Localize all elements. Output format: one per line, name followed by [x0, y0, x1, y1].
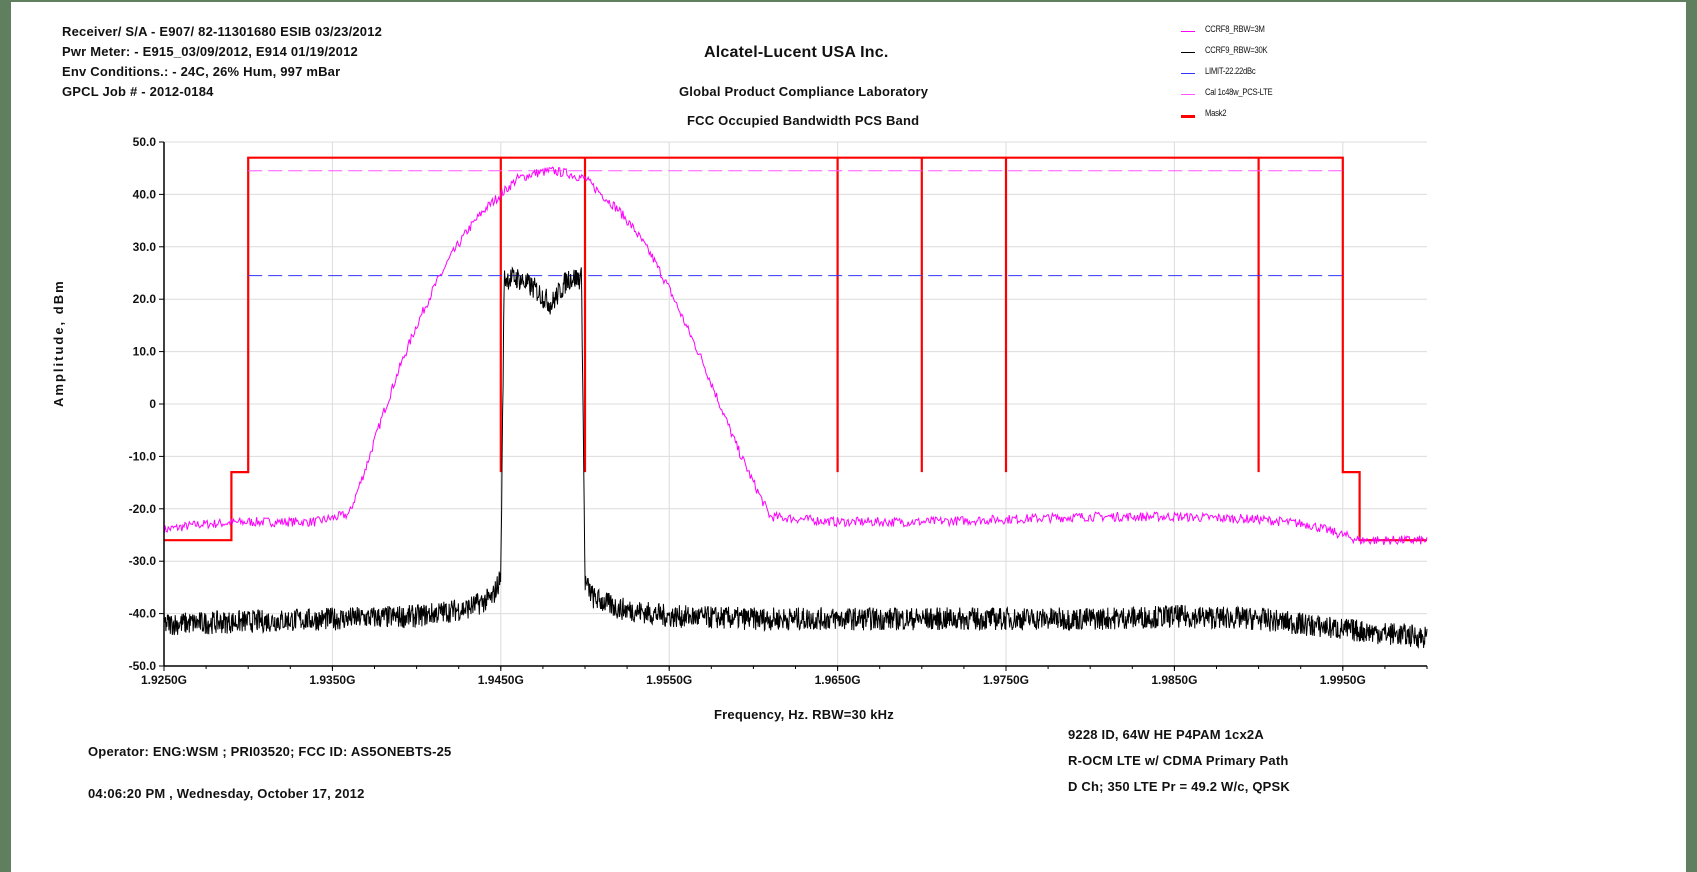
y-tick-label: 10.0 [133, 345, 157, 359]
series-ccrf8 [163, 166, 1428, 546]
config-line-3: D Ch; 350 LTE Pr = 49.2 W/c, QPSK [1068, 779, 1291, 794]
x-tick-label: 1.9550G [646, 673, 692, 687]
occupied-bandwidth-chart: 50.0 40.0 30.0 20.0 10.0 0 -10.0 -20.0 -30.0 -40.… [129, 135, 1428, 687]
chart-legend: CCRF8_RBW=3M CCRF9_RBW=30K LIMIT-22.22dB… [1181, 24, 1321, 124]
power-meter-info: Pwr Meter: - E915_03/09/2012, E914 01/19… [62, 44, 358, 59]
x-tick-label: 1.9750G [983, 673, 1029, 687]
legend-swatch-ccrf9 [1181, 52, 1195, 53]
x-axis-label: Frequency, Hz. RBW=30 kHz [714, 707, 894, 722]
series-mask2 [164, 156, 1427, 542]
legend-swatch-ccrf8 [1181, 31, 1195, 32]
legend-label-ccrf8: CCRF8_RBW=3M [1205, 24, 1265, 34]
x-tick-label: 1.9650G [815, 673, 861, 687]
legend-swatch-mask [1181, 115, 1195, 118]
legend-label-mask: Mask2 [1205, 108, 1227, 118]
y-axis-label: Amplitude, dBm [51, 279, 66, 407]
x-tick-label: 1.9850G [1151, 673, 1197, 687]
grid [163, 141, 1427, 667]
y-tick-label: -50.0 [129, 659, 157, 673]
series-ccrf9 [163, 266, 1428, 649]
report-page: Receiver/ S/A - E907/ 82-11301680 ESIB 0… [11, 2, 1686, 872]
config-line-1: 9228 ID, 64W HE P4PAM 1cx2A [1068, 727, 1264, 742]
receiver-info: Receiver/ S/A - E907/ 82-11301680 ESIB 0… [62, 24, 383, 39]
test-datetime: 04:06:20 PM , Wednesday, October 17, 201… [88, 786, 365, 801]
x-tick-label: 1.9450G [478, 673, 524, 687]
env-conditions: Env Conditions.: - 24C, 26% Hum, 997 mBa… [62, 64, 341, 79]
legend-label-cal: Cal 1c48w_PCS-LTE [1205, 87, 1273, 97]
y-tick-label: -30.0 [129, 554, 157, 568]
y-tick-label: -10.0 [129, 449, 157, 463]
legend-label-ccrf9: CCRF9_RBW=30K [1205, 45, 1268, 55]
axes: 50.0 40.0 30.0 20.0 10.0 0 -10.0 -20.0 -30.0 -40.… [129, 135, 1428, 687]
x-tick-label: 1.9950G [1320, 673, 1366, 687]
config-line-2: R-OCM LTE w/ CDMA Primary Path [1068, 753, 1289, 768]
company-title: Alcatel-Lucent USA Inc. [704, 44, 889, 61]
x-tick-label: 1.9350G [309, 673, 355, 687]
legend-swatch-limit [1181, 73, 1195, 74]
legend-swatch-cal [1181, 94, 1195, 95]
test-title: FCC Occupied Bandwidth PCS Band [687, 113, 920, 128]
operator-info: Operator: ENG:WSM ; PRI03520; FCC ID: AS… [88, 744, 452, 759]
job-number: GPCL Job # - 2012-0184 [62, 84, 214, 99]
y-tick-label: -40.0 [129, 607, 157, 621]
y-tick-label: 50.0 [133, 135, 157, 149]
lab-title: Global Product Compliance Laboratory [679, 84, 929, 99]
y-tick-label: 40.0 [133, 187, 157, 201]
legend-label-limit: LIMIT-22.22dBc [1205, 66, 1256, 76]
series-layer [163, 156, 1428, 649]
y-tick-label: -20.0 [129, 502, 157, 516]
x-tick-label: 1.9250G [141, 673, 187, 687]
y-tick-label: 20.0 [133, 292, 157, 306]
y-tick-label: 0 [149, 397, 156, 411]
y-tick-label: 30.0 [133, 240, 157, 254]
